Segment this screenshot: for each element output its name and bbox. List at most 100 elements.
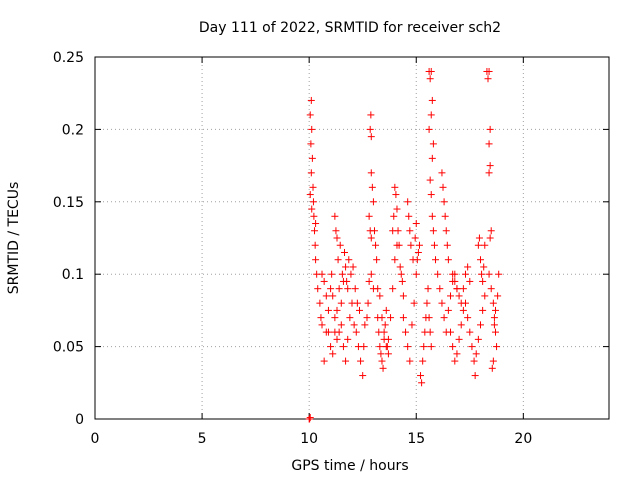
data-point [412,270,420,278]
data-point [364,299,372,307]
data-point [377,350,385,358]
data-point [382,306,390,314]
data-point [486,125,494,133]
data-point [368,183,376,191]
data-point [361,321,369,329]
data-point [459,306,467,314]
data-point [439,183,447,191]
data-point [365,277,373,285]
data-point [335,285,343,293]
data-point [376,292,384,300]
data-point [307,140,315,148]
data-point [350,321,358,329]
data-point [489,357,497,365]
data-point [318,321,326,329]
data-point [333,306,341,314]
data-point [462,270,470,278]
data-point [426,176,434,184]
data-point [363,314,371,322]
data-point [453,285,461,293]
data-point [468,343,476,351]
data-point [369,198,377,206]
data-point [481,292,489,300]
data-point [466,328,474,336]
data-point [307,96,315,104]
data-point [438,169,446,177]
data-point [380,328,388,336]
data-point [327,343,335,351]
y-tick-label: 0.25 [53,50,84,66]
data-point [479,277,487,285]
data-point [341,248,349,256]
data-point [485,140,493,148]
data-point [337,321,345,329]
data-point [390,212,398,220]
data-point [471,372,479,380]
data-point [485,67,493,75]
data-point [396,263,404,271]
data-point [355,306,363,314]
data-point [332,227,340,235]
data-point [489,299,497,307]
data-point [349,263,357,271]
data-point [407,241,415,249]
data-point [347,270,355,278]
data-point [427,67,435,75]
plot-frame [94,56,610,420]
data-point [384,350,392,358]
data-point [344,285,352,293]
data-point [367,270,375,278]
data-point [320,277,328,285]
data-point [393,205,401,213]
data-point [308,125,316,133]
data-point [427,343,435,351]
data-point [306,415,314,423]
data-point [477,256,484,264]
data-point [381,321,389,329]
data-point [481,241,489,249]
data-point [447,328,455,336]
data-point [408,321,416,329]
data-point [478,270,486,278]
x-tick-label: 0 [91,431,100,447]
data-points [305,67,503,423]
chart-title: Day 111 of 2022, SRMTID for receiver sch… [199,20,501,36]
data-point [475,234,483,242]
data-point [327,285,335,293]
data-point [434,270,442,278]
data-point [432,256,440,264]
data-point [324,328,332,336]
data-point [367,234,375,242]
data-point [376,343,384,351]
data-point [309,183,317,191]
data-point [394,227,402,235]
data-point [372,241,380,249]
data-point [339,343,347,351]
data-point [418,379,426,387]
data-point [329,292,337,300]
data-point [324,306,332,314]
data-point [331,212,339,220]
data-point [485,169,493,177]
data-point [455,292,463,300]
y-tick-label: 0.1 [62,267,84,283]
data-point [359,372,367,380]
data-point [449,270,457,278]
data-point [395,241,403,249]
data-point [389,285,397,293]
data-point [427,111,435,119]
data-point [484,75,492,83]
data-point [329,350,337,358]
data-point [399,292,407,300]
data-point [425,314,433,322]
data-point [443,241,451,249]
data-point [466,277,474,285]
data-point [331,328,339,336]
y-tick-label: 0 [75,412,84,428]
data-point [343,277,351,285]
data-point [451,277,459,285]
data-point [337,299,345,307]
data-point [365,212,373,220]
data-point [391,256,399,264]
data-point [405,212,413,220]
